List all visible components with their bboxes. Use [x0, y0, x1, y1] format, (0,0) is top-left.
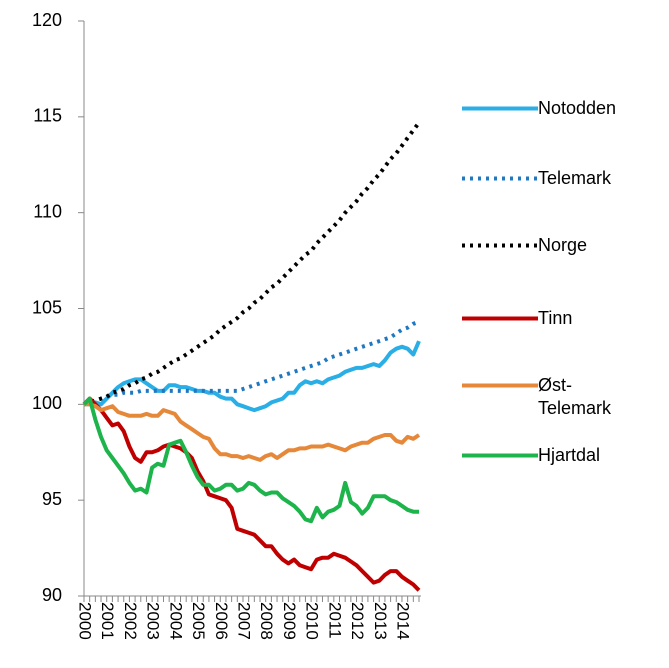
legend-swatch: [462, 316, 538, 321]
x-tick-label: 2012: [348, 602, 367, 640]
legend-swatch: [462, 106, 538, 111]
x-tick-label: 2007: [234, 602, 253, 640]
x-tick-label: 2005: [189, 602, 208, 640]
legend-swatch: [462, 453, 538, 458]
series-line: [84, 402, 421, 462]
legend-label: Notodden: [538, 98, 617, 118]
x-tick-label: 2013: [371, 602, 390, 640]
x-tick-label: 2014: [393, 602, 412, 640]
y-tick-label: 110: [33, 201, 62, 221]
series-line: [84, 340, 421, 413]
y-tick-label: 105: [32, 297, 62, 317]
legend-label: Telemark: [538, 168, 612, 188]
y-tick-label: 115: [33, 106, 62, 126]
x-tick-label: 2001: [98, 602, 117, 640]
legend-swatch: [462, 383, 538, 388]
legend-label: Norge: [538, 235, 588, 255]
y-tick-label: 100: [32, 393, 62, 413]
series-line: [82, 396, 421, 592]
legend-label: Øst-Telemark: [538, 375, 612, 418]
y-tick-label: 95: [42, 489, 62, 509]
series-line: [83, 121, 421, 407]
legend-swatch: [462, 176, 538, 181]
x-tick-label: 2004: [166, 602, 185, 640]
x-tick-label: 2002: [121, 602, 140, 640]
x-tick-label: 2008: [257, 602, 276, 640]
x-tick-label: 2009: [280, 602, 299, 640]
y-tick-label: 90: [42, 585, 62, 605]
x-tick-label: 2011: [325, 602, 344, 639]
legend-label: Tinn: [538, 308, 573, 328]
y-tick-label: 120: [32, 10, 62, 30]
x-tick-label: 2006: [212, 602, 231, 640]
series-line: [82, 396, 419, 524]
x-tick-label: 2010: [303, 602, 322, 640]
legend-label: Hjartdal: [538, 445, 601, 465]
x-tick-label: 2003: [144, 602, 163, 640]
series-line: [83, 320, 420, 407]
legend-swatch: [462, 243, 538, 248]
x-tick-label: 2000: [76, 602, 95, 640]
